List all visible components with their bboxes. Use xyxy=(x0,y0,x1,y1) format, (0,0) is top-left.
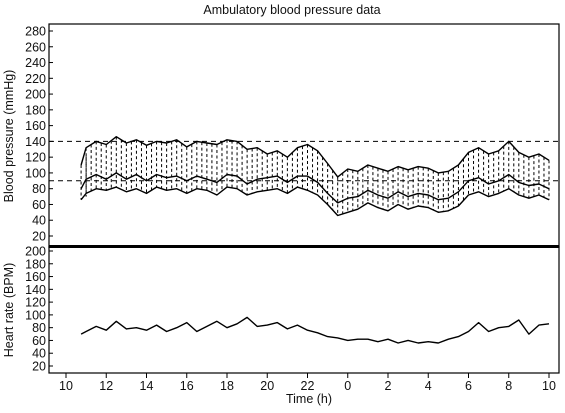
series-line-heart-rate xyxy=(80,316,550,344)
y-tick-label: 120 xyxy=(25,296,46,310)
bp-axis-title: Blood pressure (mmHg) xyxy=(2,70,16,203)
y-tick-label: 200 xyxy=(25,88,46,102)
y-tick-label: 240 xyxy=(25,56,46,70)
hr-panel-frame xyxy=(48,246,560,374)
series-line-systolic xyxy=(80,135,550,178)
y-tick-label: 80 xyxy=(32,182,46,196)
x-tick-label: 4 xyxy=(425,379,432,393)
y-tick-label: 80 xyxy=(32,321,46,335)
series-line-mean xyxy=(80,172,550,204)
x-tick-label: 6 xyxy=(465,379,472,393)
y-tick-label: 200 xyxy=(25,245,46,259)
x-tick-label: 14 xyxy=(140,379,154,393)
x-tick-label: 0 xyxy=(344,379,351,393)
series-line-diastolic xyxy=(80,186,550,217)
bp-panel-frame xyxy=(48,23,560,248)
x-tick-label: 12 xyxy=(99,379,113,393)
y-tick-label: 180 xyxy=(25,257,46,271)
y-tick-label: 160 xyxy=(25,119,46,133)
y-tick-label: 100 xyxy=(25,166,46,180)
y-tick-label: 20 xyxy=(32,360,46,374)
y-tick-label: 180 xyxy=(25,103,46,117)
y-tick-label: 260 xyxy=(25,40,46,54)
x-tick-label: 10 xyxy=(59,379,73,393)
y-tick-label: 40 xyxy=(32,347,46,361)
y-tick-label: 20 xyxy=(32,230,46,244)
y-tick-label: 40 xyxy=(32,214,46,228)
y-tick-label: 60 xyxy=(32,334,46,348)
x-tick-label: 10 xyxy=(542,379,556,393)
y-tick-label: 160 xyxy=(25,270,46,284)
x-tick-label: 22 xyxy=(301,379,315,393)
y-tick-label: 140 xyxy=(25,135,46,149)
x-axis-ticks: 10 12 14 16 18 20 22 0 2 4 6 8 10 xyxy=(59,373,556,393)
y-tick-label: 280 xyxy=(25,25,46,39)
y-tick-label: 100 xyxy=(25,308,46,322)
x-tick-label: 20 xyxy=(260,379,274,393)
x-tick-label: 16 xyxy=(180,379,194,393)
x-axis-title: Time (h) xyxy=(286,392,332,406)
x-tick-label: 18 xyxy=(220,379,234,393)
x-tick-label: 8 xyxy=(505,379,512,393)
hr-axis-title: Heart rate (BPM) xyxy=(2,263,16,357)
y-tick-label: 220 xyxy=(25,72,46,86)
chart-title: Ambulatory blood pressure data xyxy=(203,3,380,17)
x-tick-label: 2 xyxy=(385,379,392,393)
y-tick-label: 60 xyxy=(32,198,46,212)
y-tick-label: 120 xyxy=(25,151,46,165)
y-tick-label: 140 xyxy=(25,283,46,297)
